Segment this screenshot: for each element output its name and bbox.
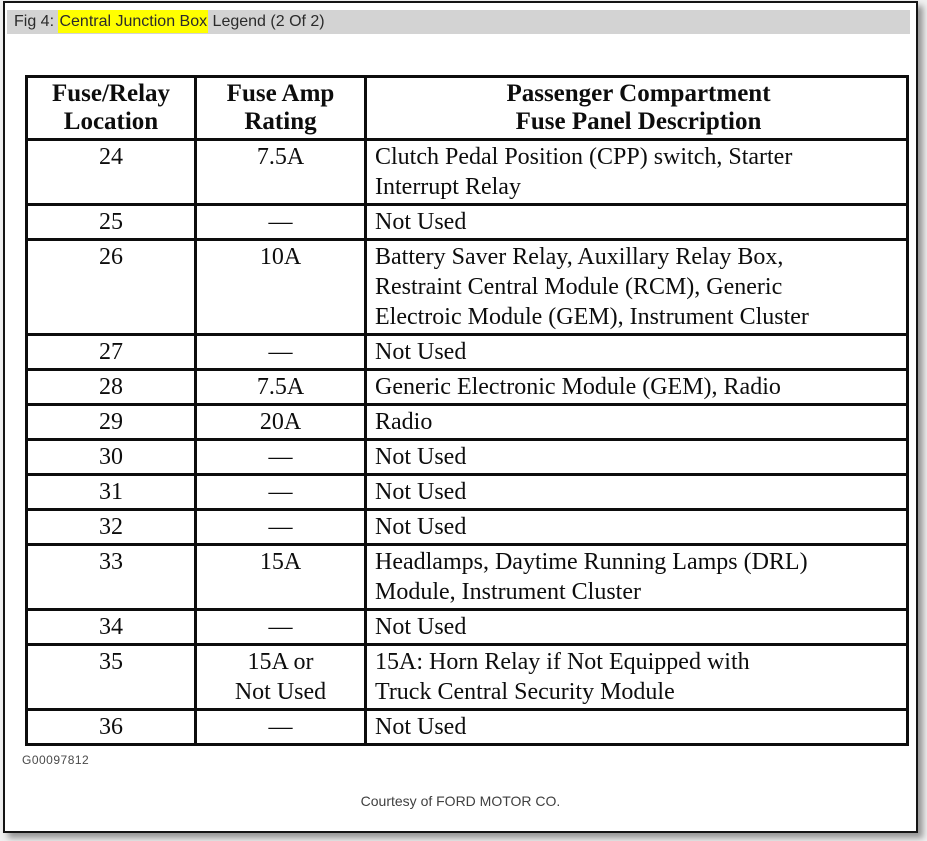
header-fuse-amp-rating: Fuse Amp Rating xyxy=(194,75,367,141)
cell-location: 26 xyxy=(25,238,197,336)
cell-location: 31 xyxy=(25,473,197,511)
figure-caption-suffix: Legend (2 Of 2) xyxy=(208,13,325,30)
figure-caption-prefix: Fig 4: xyxy=(14,13,59,30)
table-row: 35 15A or Not Used 15A: Horn Relay if Not … xyxy=(25,643,909,711)
figure-id: G00097812 xyxy=(22,753,90,767)
cell-location: 35 xyxy=(25,643,197,711)
cell-rating: 10A xyxy=(194,238,367,336)
table-row: 28 7.5A Generic Electronic Module (GEM), R… xyxy=(25,368,909,406)
table-row: 27— Not Used xyxy=(25,333,909,371)
table-header-row: Fuse/Relay Location Fuse Amp Rating Pass… xyxy=(25,75,909,141)
cell-location: 29 xyxy=(25,403,197,441)
cell-location: 25 xyxy=(25,203,197,241)
table-row: 26 10A Battery Saver Relay, Auxillary Rela… xyxy=(25,238,909,336)
table-row: 32— Not Used xyxy=(25,508,909,546)
table-row: 25— Not Used xyxy=(25,203,909,241)
table-row: 36— Not Used xyxy=(25,708,909,746)
search-highlight: Central Junction Box xyxy=(58,10,209,33)
cell-rating: — xyxy=(194,203,367,241)
cell-location: 34 xyxy=(25,608,197,646)
document-page: Fig 4: Central Junction Box Legend (2 Of… xyxy=(3,1,918,833)
cell-description: Clutch Pedal Position (CPP) switch, Star… xyxy=(364,138,909,206)
cell-rating: — xyxy=(194,333,367,371)
table-row: 33 15A Headlamps, Daytime Running Lamps (D… xyxy=(25,543,909,611)
cell-rating: 15A or Not Used xyxy=(194,643,367,711)
cell-rating: — xyxy=(194,608,367,646)
cell-location: 36 xyxy=(25,708,197,746)
header-fuse-relay-location: Fuse/Relay Location xyxy=(25,75,197,141)
cell-description: Not Used xyxy=(364,708,909,746)
cell-location: 30 xyxy=(25,438,197,476)
cell-location: 27 xyxy=(25,333,197,371)
cell-rating: 7.5A xyxy=(194,138,367,206)
table-row: 30— Not Used xyxy=(25,438,909,476)
cell-description: Radio xyxy=(364,403,909,441)
courtesy-credit: Courtesy of FORD MOTOR CO. xyxy=(360,793,561,809)
cell-description: Not Used xyxy=(364,333,909,371)
table-row: 31— Not Used xyxy=(25,473,909,511)
table-row: 24 7.5A Clutch Pedal Position (CPP) switch… xyxy=(25,138,909,206)
table-row: 34— Not Used xyxy=(25,608,909,646)
table-row: 29 20A Radio xyxy=(25,403,909,441)
table-body: 24 7.5A Clutch Pedal Position (CPP) switch… xyxy=(25,138,909,746)
cell-rating: 15A xyxy=(194,543,367,611)
cell-description: Headlamps, Daytime Running Lamps (DRL) M… xyxy=(364,543,909,611)
cell-rating: — xyxy=(194,508,367,546)
cell-location: 24 xyxy=(25,138,197,206)
cell-rating: 20A xyxy=(194,403,367,441)
cell-description: Not Used xyxy=(364,508,909,546)
fuse-legend-table: Fuse/Relay Location Fuse Amp Rating Pass… xyxy=(25,75,909,746)
cell-description: Not Used xyxy=(364,203,909,241)
figure-caption-bar: Fig 4: Central Junction Box Legend (2 Of… xyxy=(7,10,910,34)
cell-rating: — xyxy=(194,473,367,511)
cell-rating: 7.5A xyxy=(194,368,367,406)
cell-description: 15A: Horn Relay if Not Equipped with Tru… xyxy=(364,643,909,711)
cell-description: Not Used xyxy=(364,473,909,511)
cell-location: 32 xyxy=(25,508,197,546)
cell-rating: — xyxy=(194,438,367,476)
cell-description: Generic Electronic Module (GEM), Radio xyxy=(364,368,909,406)
cell-description: Not Used xyxy=(364,608,909,646)
cell-description: Battery Saver Relay, Auxillary Relay Box… xyxy=(364,238,909,336)
cell-rating: — xyxy=(194,708,367,746)
table-header: Fuse/Relay Location Fuse Amp Rating Pass… xyxy=(25,75,909,141)
cell-location: 33 xyxy=(25,543,197,611)
cell-location: 28 xyxy=(25,368,197,406)
header-description: Passenger Compartment Fuse Panel Descrip… xyxy=(364,75,909,141)
cell-description: Not Used xyxy=(364,438,909,476)
